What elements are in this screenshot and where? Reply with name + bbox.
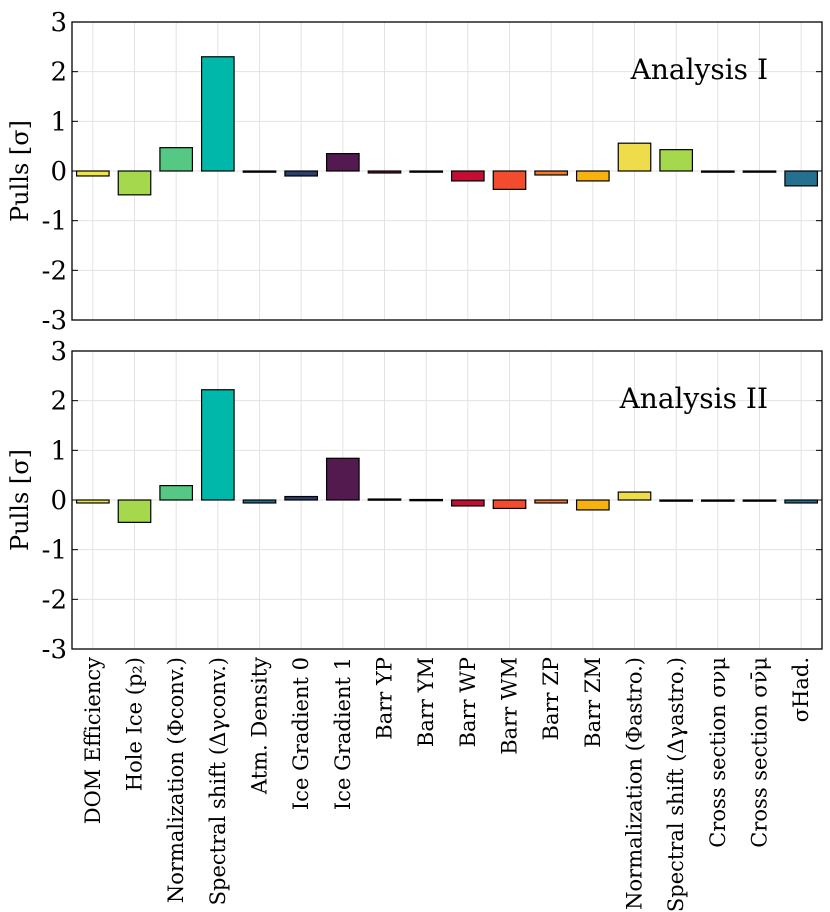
y-tick-label: 2 (50, 58, 67, 88)
y-tick-label: 3 (50, 8, 67, 38)
bar-1-1 (75, 170, 110, 177)
bar-2-5 (242, 499, 277, 504)
bar-2-3 (159, 484, 194, 501)
bar-2-4 (200, 389, 235, 501)
y-tick-label: 0 (50, 486, 67, 516)
bar-2-11 (492, 499, 527, 510)
bar-1-6 (284, 170, 319, 177)
bar-1-3 (159, 147, 194, 172)
bar-2-16 (700, 499, 735, 502)
bar-2-13 (575, 499, 610, 511)
x-tick-label: Barr ZP (539, 657, 563, 740)
y-tick-label: 1 (50, 107, 67, 137)
x-tick-label: Ice Gradient 0 (289, 657, 313, 810)
bar-2-15 (659, 499, 694, 502)
bar-2-17 (742, 499, 777, 502)
bar-2-6 (284, 495, 319, 501)
x-tick-label: Hole Ice (p₂) (123, 657, 147, 791)
bar-2-1 (75, 499, 110, 504)
y-tick-label: -3 (42, 306, 67, 336)
y-tick-label: -2 (42, 585, 67, 615)
y-tick-label: -2 (42, 256, 67, 286)
x-tick-label: Normalization (Φastro.) (623, 657, 647, 910)
bar-2-18 (784, 499, 819, 504)
y-tick-label: 3 (50, 337, 67, 367)
bar-1-11 (492, 170, 527, 190)
y-tick-label: 2 (50, 387, 67, 417)
bar-1-7 (325, 153, 360, 172)
x-category-labels: DOM Efficiency Hole Ice (p₂) Normalization… (81, 657, 813, 912)
y-axis-title: Pulls [σ] (6, 449, 34, 551)
y-axis-title: Pulls [σ] (6, 120, 34, 222)
bar-1-14 (617, 142, 652, 172)
x-tick-label: Normalization (Φconv.) (164, 657, 188, 903)
panel-title: Analysis I (630, 53, 768, 86)
panel-2: 3 2 1 0 -1 -2 -3 Pulls [σ] Analysis II (6, 337, 823, 665)
y-tick-label: 0 (50, 157, 67, 187)
bar-1-17 (742, 170, 777, 173)
bar-1-12 (534, 170, 569, 176)
y-tick-label: -1 (42, 207, 67, 237)
bar-2-7 (325, 457, 360, 501)
bar-1-2 (117, 170, 152, 196)
bar-1-10 (450, 170, 485, 182)
x-tick-label: Barr WP (456, 657, 480, 747)
x-tick-label: Cross section σνμ (706, 657, 730, 848)
bar-2-14 (617, 491, 652, 501)
x-tick-label: Ice Gradient 1 (331, 657, 355, 810)
bar-1-18 (784, 170, 819, 187)
x-tick-label: Spectral shift (Δγconv.) (206, 657, 230, 905)
bar-1-8 (367, 170, 402, 174)
bar-1-9 (409, 170, 444, 173)
x-tick-label: Barr WM (498, 657, 522, 755)
bar-1-15 (659, 149, 694, 172)
x-tick-label: Barr ZM (581, 657, 605, 748)
x-tick-label: Barr YP (373, 657, 397, 740)
panel-title: Analysis II (619, 382, 768, 415)
bar-2-8 (367, 498, 402, 501)
x-tick-label: DOM Efficiency (81, 657, 105, 824)
bar-1-13 (575, 170, 610, 182)
bar-2-2 (117, 499, 152, 523)
x-tick-label: Barr YM (414, 657, 438, 747)
y-tick-label: 1 (50, 436, 67, 466)
bar-1-5 (242, 170, 277, 173)
bar-1-4 (200, 56, 235, 172)
x-tick-label: Spectral shift (Δγastro.) (664, 657, 688, 912)
bar-2-12 (534, 499, 569, 504)
panel-1: 3 2 1 0 -1 -2 -3 Pulls [σ] Analysis I (6, 8, 823, 336)
bar-1-16 (700, 170, 735, 173)
x-tick-label: Atm. Density (248, 657, 272, 795)
y-tick-label: -1 (42, 536, 67, 566)
y-tick-label: -3 (42, 635, 67, 665)
bar-2-9 (409, 498, 444, 502)
bar-2-10 (450, 499, 485, 507)
x-tick-label: σHad. (789, 657, 813, 722)
x-tick-label: Cross section σν̄μ (748, 657, 772, 848)
